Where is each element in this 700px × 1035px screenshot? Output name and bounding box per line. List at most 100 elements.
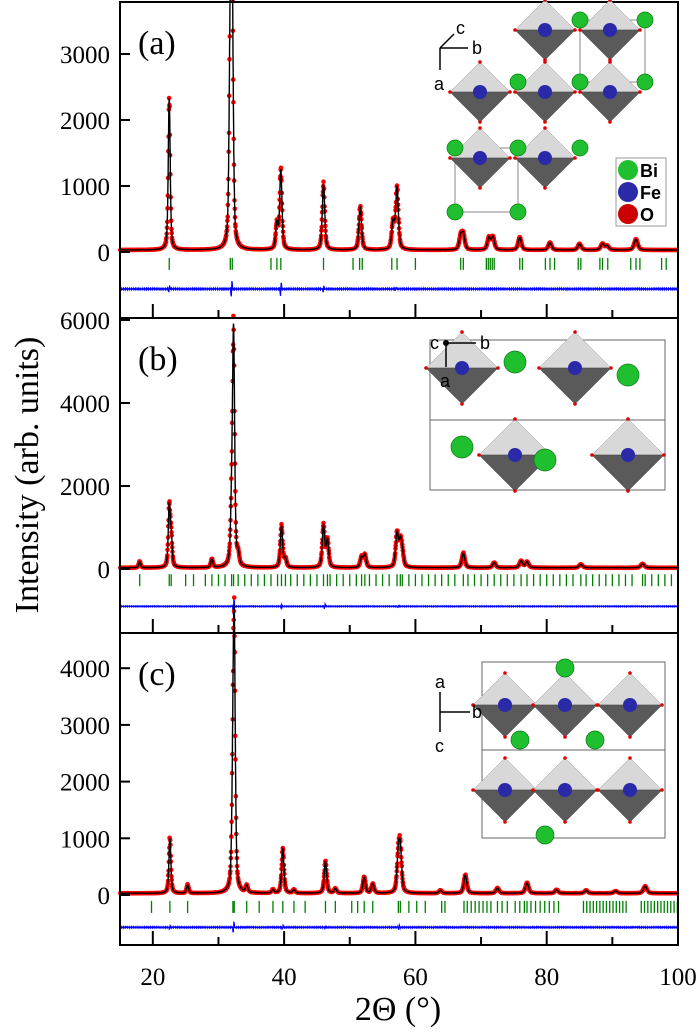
observed-point [166,95,172,101]
bi-atom [450,435,474,459]
o-atom [460,330,464,334]
y-tick-label: 1000 [60,826,110,853]
o-atom [448,90,452,94]
o-atom [628,735,632,739]
o-atom [531,703,535,707]
x-axis-label: 2Θ (°) [355,991,441,1028]
o-atom [628,671,632,675]
o-atom [662,453,666,457]
x-tick-label: 100 [659,964,697,991]
y-tick-label: 0 [98,240,111,267]
o-atom [508,90,512,94]
bi-atom [535,825,555,845]
o-atom [608,0,612,2]
o-atom [543,120,547,124]
crystal-axes-icon [439,692,470,732]
fe-atom [621,448,635,462]
o-atom [503,820,507,824]
o-atom [608,60,612,64]
o-atom [543,126,547,130]
o-atom [531,788,535,792]
bi-atom [446,139,464,157]
fe-atom [508,448,522,462]
legend-swatch [618,160,638,180]
panel-label: (c) [138,656,176,693]
bi-atom [585,730,605,750]
bi-atom [509,139,527,157]
o-atom [628,756,632,760]
fe-atom [623,783,637,797]
o-atom [503,671,507,675]
bi-atom [446,203,464,221]
o-atom [573,28,577,32]
o-atom [537,366,541,370]
observed-point [397,833,403,838]
o-atom [460,402,464,406]
crystal-structure-inset-c: a b c [435,658,666,845]
o-atom [513,489,517,493]
y-tick-label: 4000 [60,656,110,683]
o-atom [660,703,664,707]
fe-atom [568,361,582,375]
observed-point [321,179,326,184]
legend-label: O [640,205,654,225]
o-atom [478,60,482,64]
fe-atom [473,85,487,99]
o-atom [477,453,481,457]
x-tick-label: 20 [140,964,165,991]
calculated-line [120,323,678,569]
o-atom [508,156,512,160]
o-atom [424,366,428,370]
o-atom [660,788,664,792]
bi-atom [636,73,654,91]
bi-atom [555,658,575,678]
plot-frame [119,632,679,946]
o-atom [578,90,582,94]
bi-atom [616,363,640,387]
x-tick-label: 60 [403,964,428,991]
o-atom [563,756,567,760]
crystal-axis-label: a [440,371,451,391]
x-tick-label: 40 [272,964,297,991]
fe-atom [498,698,512,712]
observed-point [231,595,237,600]
crystal-axis-label: a [435,672,446,692]
fe-atom [473,151,487,165]
o-atom [573,90,577,94]
o-atom [573,330,577,334]
o-atom [471,788,475,792]
y-tick-label: 0 [98,557,111,584]
crystal-axis-label: c [456,18,465,38]
o-atom [513,28,517,32]
legend-label: Bi [640,161,658,181]
o-atom [478,126,482,130]
o-atom [503,756,507,760]
crystal-axis-label: b [480,333,490,353]
fe-atom [498,783,512,797]
fe-atom [558,783,572,797]
y-tick-label: 0 [98,883,111,910]
y-tick-label: 2000 [60,108,110,135]
o-atom [478,186,482,190]
unit-cell [429,339,666,491]
o-atom [503,735,507,739]
crystal-structure-inset-b: c b a [424,330,666,493]
crystal-axes-icon [439,33,468,70]
o-atom [471,703,475,707]
fe-atom [455,361,469,375]
legend-swatch [618,204,638,224]
y-tick-label: 4000 [60,391,110,418]
bi-atom [533,448,557,472]
fe-atom [623,698,637,712]
legend-label: Fe [640,183,661,203]
panel-a: 0 1000 2000 3000 (a) [60,0,680,319]
o-atom [638,90,642,94]
observed-point [278,165,284,171]
o-atom [573,156,577,160]
bi-atom [571,11,589,29]
o-atom [543,60,547,64]
y-tick-label: 3000 [60,713,110,740]
panel-c: 0 1000 2000 3000 4000 (c) [60,595,680,946]
